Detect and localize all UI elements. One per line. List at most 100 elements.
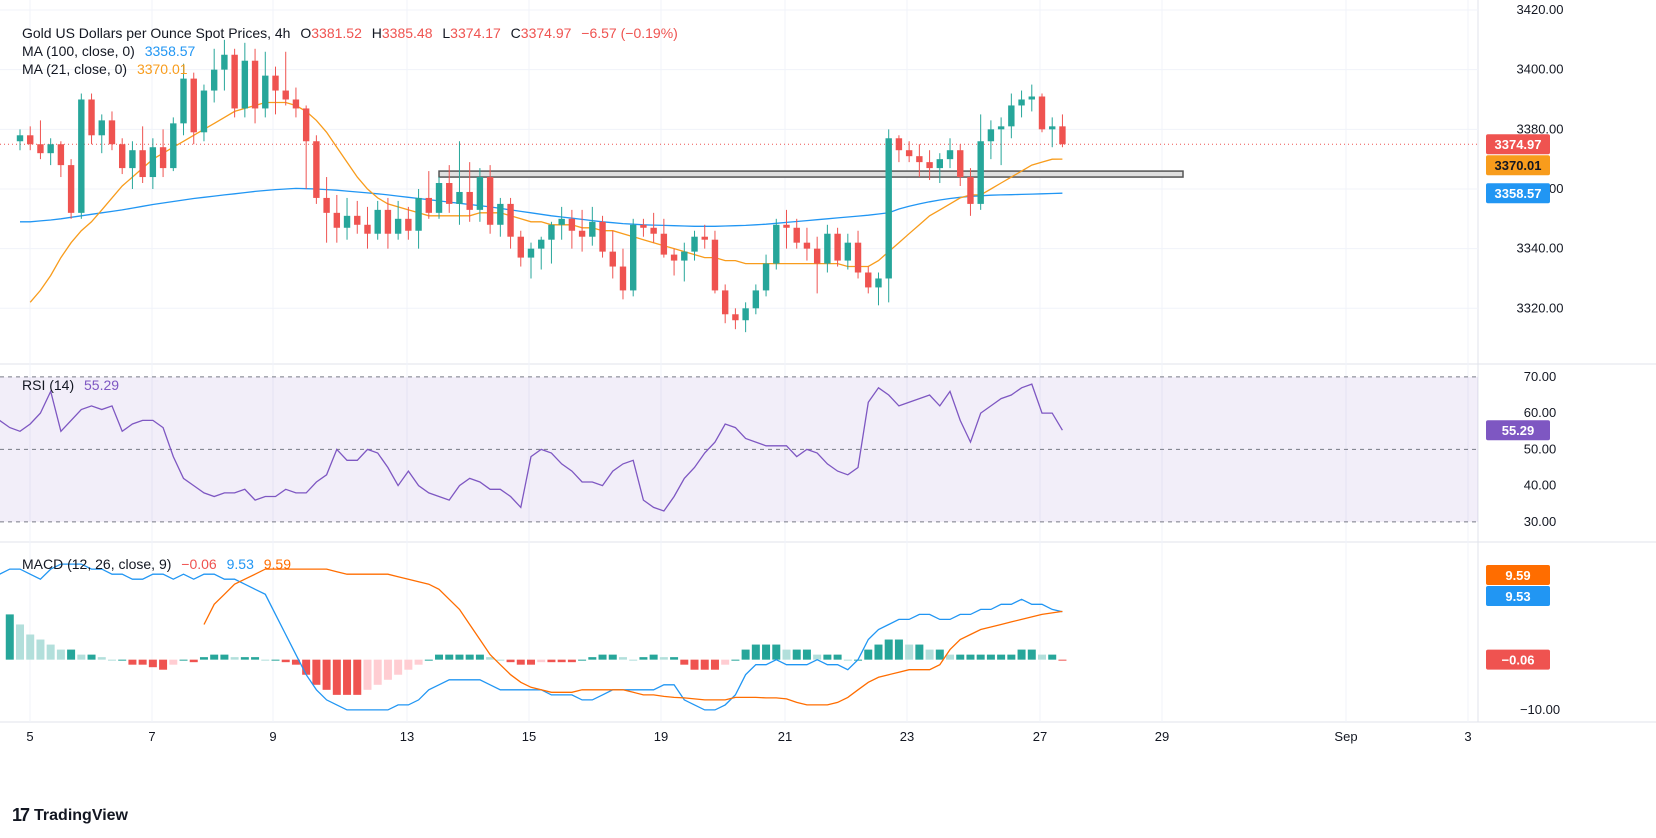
candle[interactable] bbox=[139, 126, 146, 184]
candle[interactable] bbox=[435, 177, 443, 219]
candle[interactable] bbox=[476, 168, 484, 222]
macd-signal-line[interactable] bbox=[203, 568, 1063, 706]
candle[interactable] bbox=[926, 150, 933, 181]
ma100-legend[interactable]: MA (100, close, 0) 3358.57 bbox=[22, 42, 201, 60]
candle[interactable] bbox=[241, 42, 249, 118]
candle[interactable] bbox=[486, 165, 494, 234]
candle[interactable] bbox=[946, 138, 954, 169]
candle[interactable] bbox=[905, 141, 913, 163]
candle[interactable] bbox=[762, 254, 770, 297]
candle[interactable] bbox=[262, 51, 269, 118]
candle[interactable] bbox=[1038, 93, 1046, 133]
candle[interactable] bbox=[895, 135, 903, 163]
candle[interactable] bbox=[466, 162, 473, 222]
candle[interactable] bbox=[108, 111, 116, 151]
candle[interactable] bbox=[609, 230, 616, 279]
candle[interactable] bbox=[425, 171, 432, 219]
candle[interactable] bbox=[119, 138, 126, 175]
candle[interactable] bbox=[548, 221, 555, 264]
candle[interactable] bbox=[865, 266, 872, 294]
candle[interactable] bbox=[200, 84, 208, 142]
candle[interactable] bbox=[916, 144, 923, 178]
candle[interactable] bbox=[681, 242, 688, 282]
candle[interactable] bbox=[98, 114, 105, 154]
candle[interactable] bbox=[78, 93, 85, 219]
candle[interactable] bbox=[568, 209, 576, 249]
candle[interactable] bbox=[180, 63, 187, 136]
candle[interactable] bbox=[251, 48, 259, 124]
candle[interactable] bbox=[803, 227, 811, 261]
candle[interactable] bbox=[773, 218, 780, 270]
candle[interactable] bbox=[37, 120, 44, 160]
macd-pane[interactable] bbox=[0, 563, 1067, 711]
candle[interactable] bbox=[456, 141, 463, 225]
candle[interactable] bbox=[221, 39, 228, 91]
candle[interactable] bbox=[16, 129, 24, 151]
candle[interactable] bbox=[374, 200, 381, 240]
candle[interactable] bbox=[589, 206, 596, 246]
candle[interactable] bbox=[343, 197, 351, 240]
candle[interactable] bbox=[824, 224, 831, 273]
candle[interactable] bbox=[752, 284, 760, 315]
candle[interactable] bbox=[415, 188, 422, 249]
candle[interactable] bbox=[844, 233, 852, 270]
candle[interactable] bbox=[527, 242, 535, 279]
rsi-line[interactable] bbox=[0, 381, 1063, 512]
candle[interactable] bbox=[834, 227, 841, 267]
candle[interactable] bbox=[977, 114, 984, 210]
candle[interactable] bbox=[190, 72, 197, 145]
candle[interactable] bbox=[578, 209, 586, 252]
candle[interactable] bbox=[1049, 117, 1056, 148]
candle[interactable] bbox=[936, 153, 943, 184]
candle[interactable] bbox=[1008, 93, 1015, 139]
candle[interactable] bbox=[660, 218, 668, 258]
candle[interactable] bbox=[302, 105, 310, 189]
ma21-legend[interactable]: MA (21, close, 0) 3370.01 bbox=[22, 60, 194, 78]
candle[interactable] bbox=[394, 200, 402, 240]
candle[interactable] bbox=[354, 200, 361, 234]
candle[interactable] bbox=[446, 165, 453, 213]
candle[interactable] bbox=[384, 197, 392, 249]
candle[interactable] bbox=[231, 48, 238, 118]
rsi-legend[interactable]: RSI (14) 55.29 bbox=[22, 376, 125, 394]
candle[interactable] bbox=[619, 248, 627, 300]
candle[interactable] bbox=[599, 215, 606, 258]
candle[interactable] bbox=[282, 51, 289, 106]
support-zone-rectangle[interactable] bbox=[438, 170, 1184, 178]
candle[interactable] bbox=[701, 224, 708, 249]
candle[interactable] bbox=[967, 168, 974, 216]
candle[interactable] bbox=[691, 230, 698, 261]
candle[interactable] bbox=[885, 129, 892, 303]
candle[interactable] bbox=[313, 135, 320, 204]
candle[interactable] bbox=[149, 138, 157, 189]
candle[interactable] bbox=[210, 48, 218, 103]
candle[interactable] bbox=[507, 197, 514, 249]
candle[interactable] bbox=[67, 159, 75, 219]
candle[interactable] bbox=[333, 194, 341, 243]
candle[interactable] bbox=[650, 212, 657, 243]
price-pane[interactable] bbox=[0, 39, 1478, 333]
candle[interactable] bbox=[159, 129, 167, 178]
candle[interactable] bbox=[323, 177, 330, 243]
candle[interactable] bbox=[364, 206, 371, 249]
candle[interactable] bbox=[957, 144, 964, 186]
rsi-pane[interactable] bbox=[0, 376, 1478, 523]
candle[interactable] bbox=[997, 117, 1005, 166]
tradingview-logo[interactable]: 17 TradingView bbox=[12, 805, 128, 826]
ma100-line[interactable] bbox=[20, 187, 1063, 227]
candle[interactable] bbox=[640, 218, 647, 237]
candle[interactable] bbox=[742, 302, 749, 333]
candle[interactable] bbox=[57, 141, 65, 178]
candle[interactable] bbox=[1059, 114, 1066, 148]
candle[interactable] bbox=[517, 230, 524, 267]
candle[interactable] bbox=[721, 284, 729, 324]
candle[interactable] bbox=[538, 236, 545, 270]
macd-legend[interactable]: MACD (12, 26, close, 9) −0.06 9.53 9.59 bbox=[22, 555, 297, 573]
candle[interactable] bbox=[670, 248, 678, 276]
candle[interactable] bbox=[292, 87, 300, 118]
candle[interactable] bbox=[854, 230, 862, 279]
candle[interactable] bbox=[783, 209, 790, 249]
ma21-line[interactable] bbox=[29, 101, 1063, 303]
candle[interactable] bbox=[47, 138, 54, 166]
candle[interactable] bbox=[630, 218, 637, 297]
